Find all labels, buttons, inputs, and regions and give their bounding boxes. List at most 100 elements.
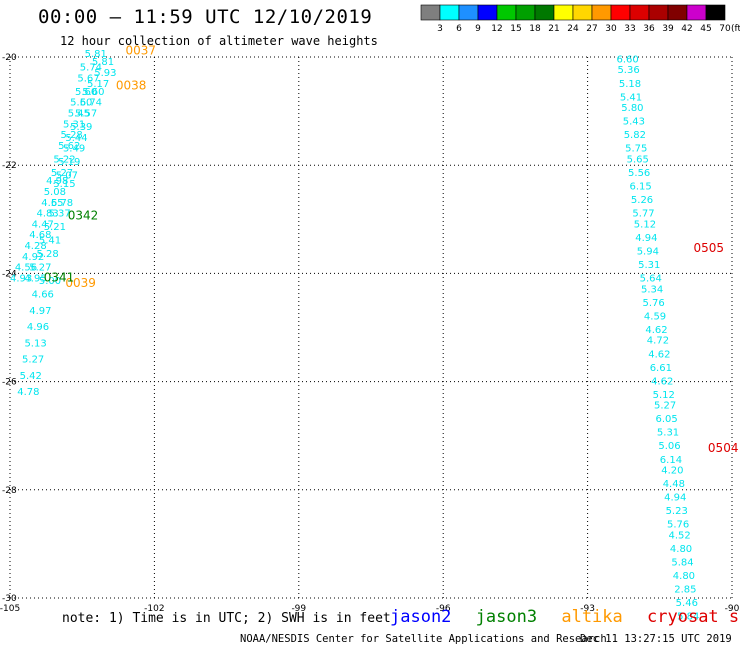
swh-value: 5.08 [44, 187, 66, 198]
swh-value: 5.36 [617, 65, 639, 76]
swh-value: 4.92 [22, 252, 44, 263]
footer-credit: NOAA/NESDIS Center for Satellite Applica… [240, 633, 607, 645]
swh-value: 5.67 [77, 73, 99, 84]
swh-value: 4.59 [644, 311, 666, 322]
swh-value: 5.37 [49, 209, 71, 220]
x-tick-label: -93 [580, 604, 595, 614]
swh-value: 5.76 [667, 520, 689, 531]
swh-value: 5.18 [619, 79, 641, 90]
colorbar-label-18: 18 [529, 24, 541, 34]
swh-value: 5.65 [627, 154, 649, 165]
swh-value: 5.74 [80, 63, 102, 74]
y-tick-label: -20 [2, 53, 17, 63]
swh-value: 5.43 [623, 117, 645, 128]
swh-value: 6.14 [660, 455, 682, 466]
swh-value: 2.85 [674, 585, 696, 596]
colorbar-label-6: 6 [456, 24, 462, 34]
swh-value: 6.15 [629, 182, 651, 193]
x-tick-label: -102 [144, 604, 164, 614]
colorbar-label-15: 15 [510, 24, 521, 34]
swh-value: 5.56 [628, 168, 650, 179]
pass-time-label: 0341 [44, 271, 75, 285]
swh-value: 5.80 [621, 103, 643, 114]
y-tick-label: -26 [2, 378, 17, 388]
pass-time-label: 0038 [116, 78, 147, 92]
swh-value: 5.45 [68, 109, 90, 120]
x-tick-label: -96 [436, 604, 451, 614]
swh-value: 5.81 [85, 49, 107, 60]
swh-value: 5.22 [53, 154, 75, 165]
colorbar-label-33: 33 [624, 24, 635, 34]
colorbar-label-21: 21 [548, 24, 559, 34]
x-tick-label: -90 [725, 604, 740, 614]
colorbar-label-36: 36 [643, 24, 655, 34]
swh-value: 5.06 [658, 441, 680, 452]
legend-jason2: jason2 [390, 607, 452, 627]
colorbar-label-12: 12 [491, 24, 502, 34]
swh-value: 5.60 [75, 87, 97, 98]
y-tick-label: -28 [2, 486, 17, 496]
swh-value: 4.20 [661, 466, 683, 477]
swh-value: 5.15 [53, 179, 75, 190]
swh-value: 5.27 [654, 401, 676, 412]
swh-value: 4.47 [32, 219, 54, 230]
swh-value: 4.68 [29, 230, 51, 241]
swh-value: 5.39 [70, 122, 92, 133]
colorbar-swatch-70 [705, 4, 726, 21]
swh-value: 5.12 [653, 390, 675, 401]
swh-value: 6.05 [655, 414, 677, 425]
swh-value: 5.44 [65, 133, 87, 144]
swh-value: 4.62 [651, 376, 673, 387]
swh-value: 4.80 [673, 571, 695, 582]
pass-time-label: 0342 [68, 208, 99, 222]
legend-cryosat: cryosat s3a [647, 607, 740, 627]
colorbar-label-30: 30 [605, 24, 617, 34]
swh-value: 4.98 [46, 176, 68, 187]
footer-note: note: 1) Time is in UTC; 2) SWH is in fe… [62, 611, 391, 626]
satellite-legend: jason2 jason3 altika cryosat s3a [390, 607, 740, 627]
swh-value: 4.96 [27, 322, 49, 333]
swh-value: 4.93 [10, 274, 32, 285]
swh-value: 6.60 [616, 54, 638, 65]
swh-value: 5.27 [51, 168, 73, 179]
swh-value: 4.97 [29, 306, 51, 317]
swh-value: 4.62 [648, 349, 670, 360]
swh-value: 4.52 [668, 530, 690, 541]
swh-value: 5.60 [70, 98, 92, 109]
swh-value: 5.23 [666, 506, 688, 517]
pass-time-label: 0505 [693, 241, 724, 255]
swh-value: 5.42 [20, 371, 42, 382]
swh-value: 5.28 [36, 249, 58, 260]
swh-value: 4.65 [41, 198, 63, 209]
swh-value: 5.00 [39, 276, 61, 287]
swh-value: 5.27 [22, 355, 44, 366]
y-tick-label: -30 [2, 594, 17, 604]
swh-value: 4.80 [670, 544, 692, 555]
colorbar-label-3: 3 [437, 24, 443, 34]
colorbar-label-70: 70 [719, 24, 731, 34]
swh-value: 4.94 [664, 493, 686, 504]
swh-value: 4.62 [645, 325, 667, 336]
pass-time-label: 0039 [65, 276, 96, 290]
colorbar-label-9: 9 [475, 24, 481, 34]
chart-subtitle: 12 hour collection of altimeter wave hei… [60, 34, 378, 48]
swh-value: 5.64 [640, 274, 662, 285]
swh-value: 5.12 [634, 219, 656, 230]
swh-value: 5.57 [75, 109, 97, 120]
swh-value: 5.49 [63, 144, 85, 155]
swh-value: 5.46 [676, 598, 698, 609]
colorbar-label-42: 42 [681, 24, 692, 34]
swh-value: 5.19 [58, 157, 80, 168]
swh-value: 5.81 [92, 57, 114, 68]
swh-value: 5.74 [80, 98, 102, 109]
swh-value: 5.84 [671, 558, 693, 569]
swh-value: 5.31 [63, 119, 85, 130]
colorbar-unit: (ft) [731, 24, 740, 34]
swh-value: 4.66 [32, 290, 54, 301]
swh-value: 5.93 [94, 68, 116, 79]
swh-value: 4.78 [17, 387, 39, 398]
swh-value: 5.26 [631, 195, 653, 206]
swh-value: 5.34 [641, 284, 663, 295]
pass-time-label: 0504 [708, 441, 739, 455]
